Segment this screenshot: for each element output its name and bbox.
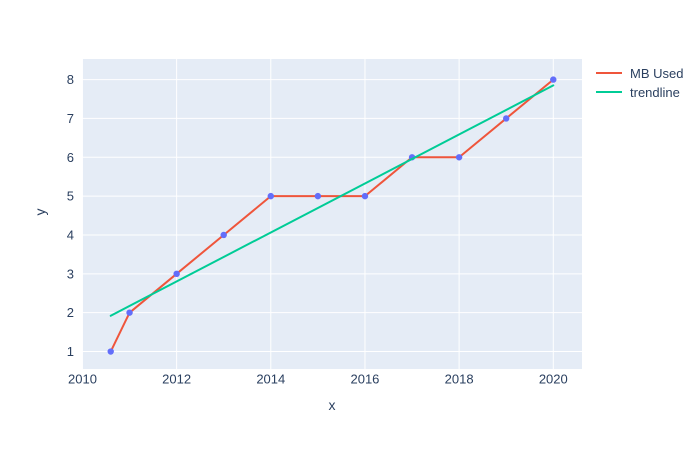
y-tick-label: 3	[67, 266, 74, 281]
legend-line-swatch-mb-used	[596, 72, 622, 74]
plot-area[interactable]	[82, 59, 582, 369]
x-tick-label: 2016	[350, 372, 379, 387]
data-point-marker[interactable]	[107, 348, 114, 355]
legend-label-trendline: trendline	[630, 84, 680, 100]
x-tick-label: 2010	[68, 372, 97, 387]
legend-item-mb-used[interactable]: MB Used	[596, 65, 684, 81]
legend: MB Used trendline	[596, 65, 684, 100]
data-point-marker[interactable]	[126, 309, 133, 316]
legend-line-swatch-trendline	[596, 91, 622, 93]
y-tick-label: 1	[67, 344, 74, 359]
legend-label-mb-used: MB Used	[630, 65, 684, 81]
data-point-marker[interactable]	[455, 154, 463, 161]
data-point-marker[interactable]	[314, 192, 322, 200]
data-point-marker[interactable]	[173, 270, 180, 278]
y-axis-title: y	[32, 208, 48, 216]
data-point-marker[interactable]	[502, 115, 510, 122]
data-point-marker[interactable]	[267, 192, 274, 200]
y-tick-label: 4	[67, 227, 74, 242]
legend-item-trendline[interactable]: trendline	[596, 84, 683, 100]
x-tick-label: 2012	[162, 372, 191, 387]
x-tick-label: 2014	[256, 372, 285, 387]
data-point-marker[interactable]	[220, 231, 227, 239]
data-point-marker[interactable]	[361, 192, 369, 200]
series-line-trendline[interactable]	[109, 84, 555, 317]
data-point-marker[interactable]	[550, 76, 557, 83]
y-tick-label: 2	[67, 305, 74, 320]
x-tick-label: 2018	[445, 372, 474, 387]
y-tick-label: 7	[67, 111, 74, 126]
x-tick-label: 2020	[539, 372, 568, 387]
y-tick-label: 5	[67, 189, 74, 204]
y-tick-label: 6	[67, 150, 74, 165]
y-tick-label: 8	[67, 72, 74, 87]
x-axis-title: x	[328, 397, 336, 413]
